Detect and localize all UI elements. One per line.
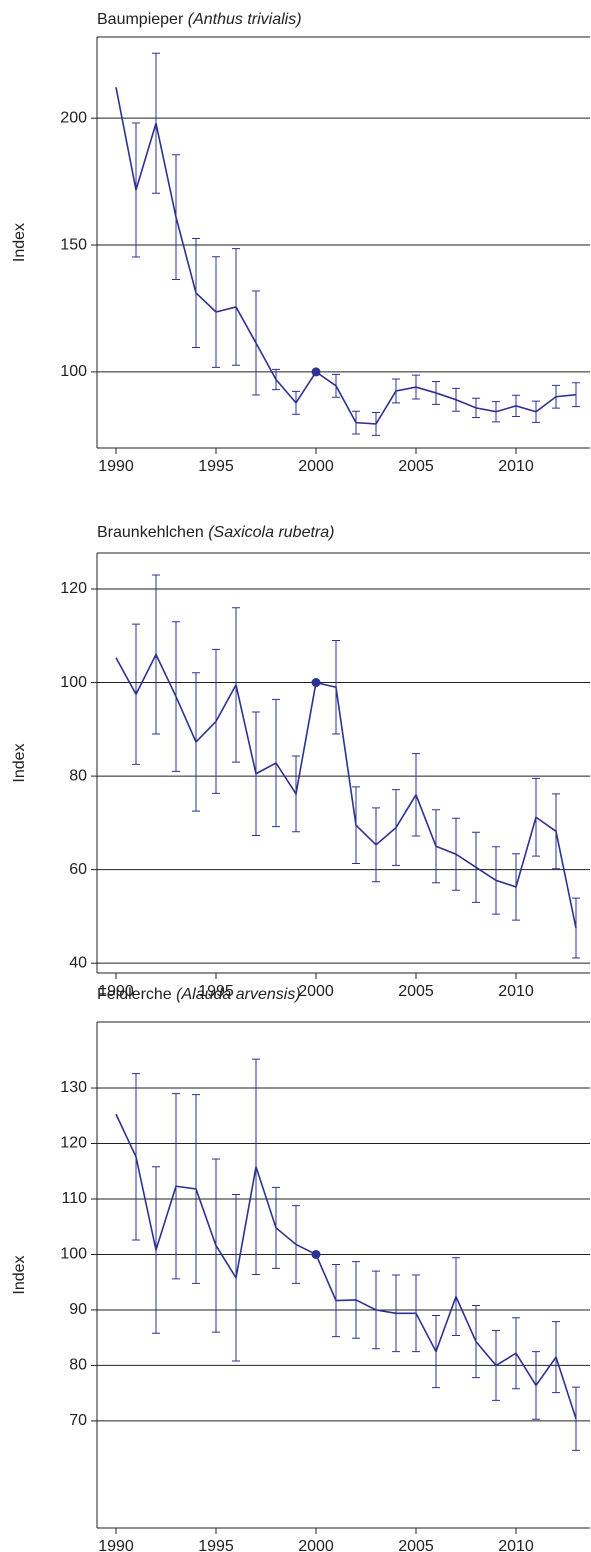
y-axis-label: Index <box>11 223 28 262</box>
error-bar <box>572 382 580 408</box>
reference-point <box>311 367 321 377</box>
x-tick-label: 2010 <box>498 983 534 1000</box>
y-tick-label: 80 <box>69 1357 87 1374</box>
chart: Feldlerche (Alauda arvensis) Index 70 80 90 1… <box>11 986 590 1552</box>
x-tick-label: 1990 <box>98 983 134 1000</box>
y-tick-label: 110 <box>61 1190 87 1207</box>
y-tick-label: 100 <box>60 363 87 380</box>
title-latin: (Anthus trivialis) <box>188 11 302 28</box>
title-text: Baumpieper <box>97 11 184 28</box>
y-tick-label: 80 <box>69 767 87 784</box>
x-tick-label: 1995 <box>198 458 234 475</box>
y-tick-label: 200 <box>60 109 87 126</box>
y-tick-label: 90 <box>69 1301 87 1318</box>
x-tick-label: 2010 <box>498 458 534 475</box>
y-tick-label: 120 <box>60 580 87 597</box>
chart-title: Baumpieper (Anthus trivialis) <box>97 11 302 28</box>
title-latin: (Saxicola rubetra) <box>208 524 334 541</box>
y-tick-label: 40 <box>69 954 87 971</box>
x-tick-label: 2010 <box>498 1538 534 1552</box>
chart-title: Feldlerche (Alauda arvensis) <box>97 986 301 1003</box>
y-tick-label: 150 <box>60 236 87 253</box>
chart: Braunkehlchen (Saxicola rubetra) Index 40 6… <box>11 524 590 1000</box>
data-line <box>115 1113 577 1419</box>
x-tick-label: 1995 <box>198 983 234 1000</box>
x-tick-label: 2005 <box>398 983 434 1000</box>
y-axis-label: Index <box>11 1255 28 1294</box>
chart: Baumpieper (Anthus trivialis) Index 100 150… <box>11 11 590 475</box>
title-latin: (Alauda arvensis) <box>176 986 301 1003</box>
x-tick-label: 2000 <box>298 1538 334 1552</box>
y-axis-label: Index <box>11 743 28 782</box>
x-tick-label: 1995 <box>198 1538 234 1552</box>
x-tick-label: 1990 <box>98 1538 134 1552</box>
reference-point <box>311 1249 321 1259</box>
reference-point <box>311 678 321 688</box>
y-tick-label: 120 <box>60 1135 87 1152</box>
title-text: Feldlerche <box>97 986 172 1003</box>
x-tick-label: 2005 <box>398 458 434 475</box>
y-tick-label: 70 <box>69 1412 87 1429</box>
x-tick-label: 2000 <box>298 458 334 475</box>
x-tick-label: 1990 <box>98 458 134 475</box>
x-tick-label: 2005 <box>398 1538 434 1552</box>
data-line <box>115 652 577 929</box>
y-tick-label: 130 <box>60 1079 87 1096</box>
x-tick-label: 2000 <box>298 983 334 1000</box>
title-text: Braunkehlchen <box>97 524 204 541</box>
y-tick-label: 60 <box>69 861 87 878</box>
chart-title: Braunkehlchen (Saxicola rubetra) <box>97 524 334 541</box>
y-tick-label: 100 <box>60 1246 87 1263</box>
data-line <box>115 87 577 425</box>
y-tick-label: 100 <box>60 674 87 691</box>
